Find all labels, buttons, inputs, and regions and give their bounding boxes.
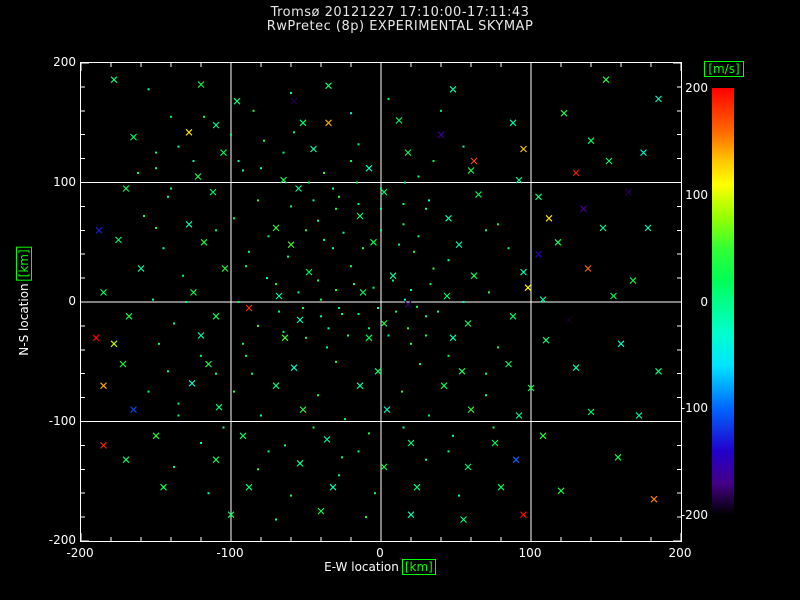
- x-tick-label: 100: [518, 546, 542, 560]
- x-tick-label: 200: [668, 546, 692, 560]
- colorbar-tick-label: 100: [685, 187, 708, 202]
- colorbar: [712, 88, 734, 515]
- plot-title-line2: RwPretec (8p) EXPERIMENTAL SKYMAP: [266, 19, 534, 34]
- y-axis-unit: [km]: [16, 246, 32, 281]
- colorbar-tick-label: -200: [680, 508, 708, 522]
- y-axis-label: N-S location [km]: [16, 246, 32, 356]
- y-tick-label: 200: [53, 55, 76, 69]
- y-tick-label: -100: [48, 413, 76, 428]
- colorbar-tick-label: 200: [685, 81, 708, 95]
- plot-title: Tromsø 20121227 17:10:00-17:11:43 RwPret…: [0, 6, 800, 34]
- x-axis-label-text: E-W location: [324, 560, 399, 574]
- x-axis-label: E-W location [km]: [80, 559, 680, 575]
- plot-area: [80, 62, 682, 542]
- y-tick-label: -200: [48, 533, 76, 547]
- skymap-scatter: [81, 63, 681, 541]
- colorbar-tick-label: -100: [680, 401, 708, 416]
- x-tick-label: -100: [216, 546, 244, 560]
- colorbar-title: [m/s]: [700, 61, 748, 77]
- y-axis-label-text: N-S location: [17, 283, 31, 356]
- x-tick-label: -200: [66, 546, 94, 560]
- colorbar-tick-label: 0: [700, 294, 708, 309]
- x-tick-label: 0: [376, 546, 384, 560]
- colorbar-tick-labels: 200 100 0 -100 -200: [666, 81, 708, 522]
- plot-title-line1: Tromsø 20121227 17:10:00-17:11:43: [270, 5, 530, 20]
- y-tick-label: 100: [53, 174, 76, 189]
- x-axis-unit: [km]: [401, 559, 436, 575]
- colorbar-unit: [m/s]: [704, 61, 744, 77]
- y-tick-label: 0: [68, 294, 76, 308]
